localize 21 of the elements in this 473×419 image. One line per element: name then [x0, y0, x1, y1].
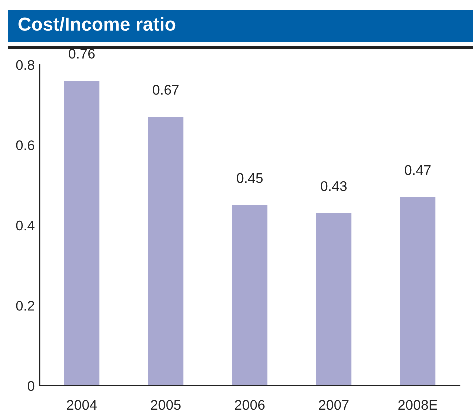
bar [316, 213, 352, 386]
x-tick-label: 2004 [67, 400, 98, 410]
bar [64, 81, 100, 386]
bar [148, 117, 184, 386]
y-tick-label: 0.2 [16, 301, 34, 311]
bar [400, 197, 436, 386]
y-tick-label: 0.4 [16, 220, 35, 231]
x-tick-label: 2007 [319, 400, 349, 410]
y-tick-label: 0.6 [16, 140, 35, 150]
y-tick-label: 0 [28, 381, 35, 392]
data-label: 0.45 [237, 173, 263, 184]
y-tick-label: 0.8 [16, 60, 35, 70]
bar [232, 205, 268, 386]
data-label: 0.43 [321, 181, 347, 192]
data-label: 0.76 [69, 49, 95, 59]
data-label: 0.67 [153, 85, 179, 95]
x-tick-label: 2006 [235, 400, 265, 410]
chart-title: Cost/Income ratio [18, 17, 176, 32]
data-label: 0.47 [405, 165, 431, 176]
x-tick-label: 2005 [151, 400, 181, 410]
x-tick-label: 2008E [398, 400, 438, 410]
